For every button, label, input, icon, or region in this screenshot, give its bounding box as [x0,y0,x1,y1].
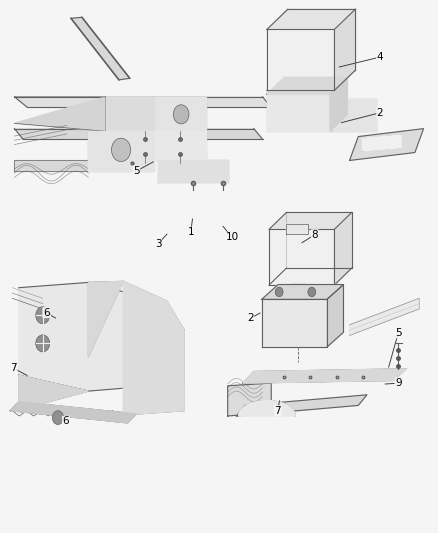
Polygon shape [243,369,406,383]
Text: 1: 1 [187,227,194,237]
Polygon shape [330,77,347,131]
Circle shape [36,307,49,324]
Polygon shape [267,29,334,91]
Text: 6: 6 [43,308,49,318]
Polygon shape [71,17,130,80]
Circle shape [112,138,131,161]
Text: 10: 10 [226,232,239,243]
Polygon shape [363,135,402,151]
Circle shape [308,287,316,297]
Polygon shape [19,375,88,410]
Circle shape [173,105,189,124]
Polygon shape [334,213,352,285]
Polygon shape [334,10,355,91]
Polygon shape [330,120,332,131]
Polygon shape [286,224,308,233]
Polygon shape [292,284,305,287]
Text: 2: 2 [377,108,383,118]
Text: 6: 6 [63,416,69,426]
Text: 2: 2 [247,313,254,324]
Circle shape [52,411,64,424]
Polygon shape [261,285,343,300]
Text: 7: 7 [10,364,17,373]
Text: 3: 3 [155,239,161,249]
Text: 8: 8 [311,230,318,240]
Text: 5: 5 [395,328,402,338]
Polygon shape [154,97,206,131]
Circle shape [275,287,283,297]
Circle shape [36,335,49,352]
Polygon shape [350,128,424,160]
Polygon shape [88,131,154,171]
Polygon shape [350,298,419,335]
Polygon shape [237,395,367,416]
Polygon shape [269,213,352,229]
Polygon shape [267,77,347,94]
Polygon shape [19,282,184,391]
Polygon shape [14,97,106,131]
Text: 9: 9 [395,378,402,388]
Polygon shape [327,285,343,347]
Polygon shape [332,100,376,131]
Polygon shape [267,94,330,131]
Polygon shape [267,10,355,29]
Polygon shape [14,160,88,171]
Polygon shape [88,281,123,357]
Text: 7: 7 [275,406,281,416]
Polygon shape [14,97,271,108]
Text: 5: 5 [133,166,140,176]
Polygon shape [228,383,271,416]
Polygon shape [106,97,154,131]
Polygon shape [123,281,184,415]
Polygon shape [239,400,295,416]
Polygon shape [110,131,206,160]
Text: 4: 4 [377,52,383,62]
Polygon shape [14,128,262,139]
Polygon shape [261,300,327,347]
Polygon shape [10,402,136,423]
Polygon shape [158,160,228,182]
Polygon shape [269,229,334,285]
